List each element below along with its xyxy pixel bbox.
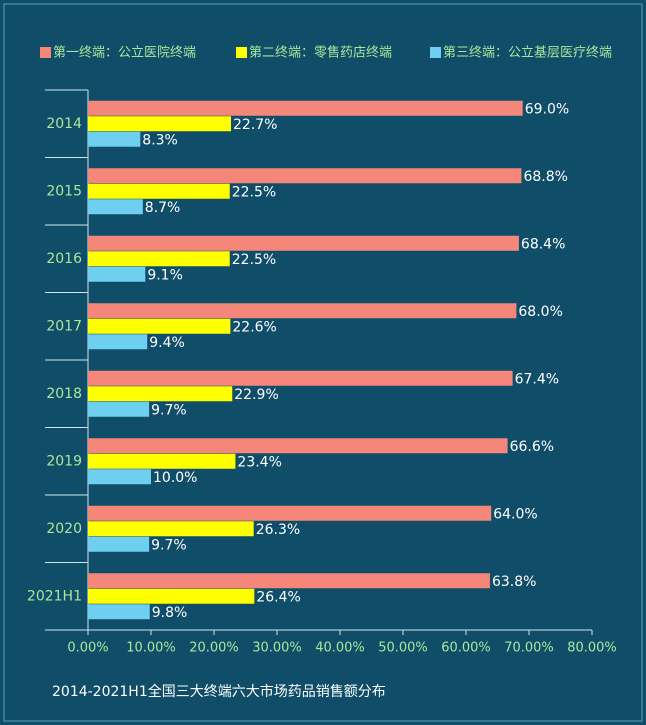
bar <box>88 453 236 469</box>
legend-label: 第三终端：公立基层医疗终端 <box>443 45 612 61</box>
value-label: 9.7% <box>151 402 187 418</box>
value-label: 9.7% <box>151 537 187 553</box>
value-label: 8.3% <box>142 132 178 148</box>
y-tick-label: 2015 <box>46 183 82 199</box>
value-label: 22.5% <box>232 184 276 200</box>
bar <box>88 100 523 116</box>
y-tick-label: 2020 <box>46 521 82 537</box>
legend-swatch <box>430 47 441 58</box>
value-label: 26.3% <box>256 522 300 538</box>
value-label: 22.5% <box>232 252 276 268</box>
bar <box>88 521 254 537</box>
x-tick-label: 50.00% <box>378 641 428 656</box>
bar <box>88 266 146 282</box>
y-tick-label: 2019 <box>46 453 82 469</box>
bar <box>88 131 141 147</box>
x-tick-label: 60.00% <box>441 641 491 656</box>
bar <box>88 251 230 267</box>
bar <box>88 469 151 485</box>
value-label: 68.0% <box>518 304 562 320</box>
bar <box>88 386 233 402</box>
bar <box>88 199 143 215</box>
value-label: 64.0% <box>493 506 537 522</box>
value-label: 67.4% <box>515 371 559 387</box>
bar <box>88 505 492 521</box>
y-tick-label: 2021H1 <box>27 588 82 604</box>
value-label: 68.8% <box>523 169 567 185</box>
value-label: 66.6% <box>510 439 554 455</box>
value-label: 9.8% <box>152 605 188 621</box>
x-tick-label: 40.00% <box>315 641 365 656</box>
bar <box>88 370 513 386</box>
frame <box>3 3 643 722</box>
value-label: 9.1% <box>147 267 183 283</box>
value-label: 22.6% <box>232 319 276 335</box>
value-label: 68.4% <box>521 236 565 252</box>
caption: 2014-2021H1全国三大终端六大市场药品销售额分布 <box>52 683 386 700</box>
x-tick-label: 30.00% <box>252 641 302 656</box>
bar <box>88 588 255 604</box>
bar <box>88 168 522 184</box>
value-label: 23.4% <box>237 454 281 470</box>
x-tick-label: 80.00% <box>567 641 617 656</box>
value-label: 22.7% <box>233 117 277 133</box>
bar <box>88 604 150 620</box>
y-tick-label: 2014 <box>46 116 82 132</box>
legend-swatch <box>40 47 51 58</box>
value-label: 10.0% <box>153 470 197 486</box>
x-tick-label: 20.00% <box>189 641 239 656</box>
value-label: 8.7% <box>145 200 181 216</box>
value-label: 69.0% <box>525 101 569 117</box>
bar <box>88 183 230 199</box>
x-tick-label: 10.00% <box>126 641 176 656</box>
bar <box>88 438 508 454</box>
y-tick-label: 2018 <box>46 386 82 402</box>
bar <box>88 318 231 334</box>
value-label: 9.4% <box>149 335 185 351</box>
bar <box>88 303 517 319</box>
x-tick-label: 0.00% <box>67 641 108 656</box>
legend-label: 第二终端：零售药店终端 <box>249 45 392 61</box>
bar <box>88 401 150 417</box>
bar <box>88 235 519 251</box>
bar <box>88 536 150 552</box>
bar <box>88 573 490 589</box>
value-label: 26.4% <box>256 589 300 605</box>
value-label: 22.9% <box>234 387 278 403</box>
bar <box>88 116 232 132</box>
value-label: 63.8% <box>492 574 536 590</box>
legend-label: 第一终端：公立医院终端 <box>53 45 196 61</box>
y-tick-label: 2016 <box>46 251 82 267</box>
bar <box>88 334 148 350</box>
y-tick-label: 2017 <box>46 318 82 334</box>
x-tick-label: 70.00% <box>504 641 554 656</box>
legend-swatch <box>236 47 247 58</box>
